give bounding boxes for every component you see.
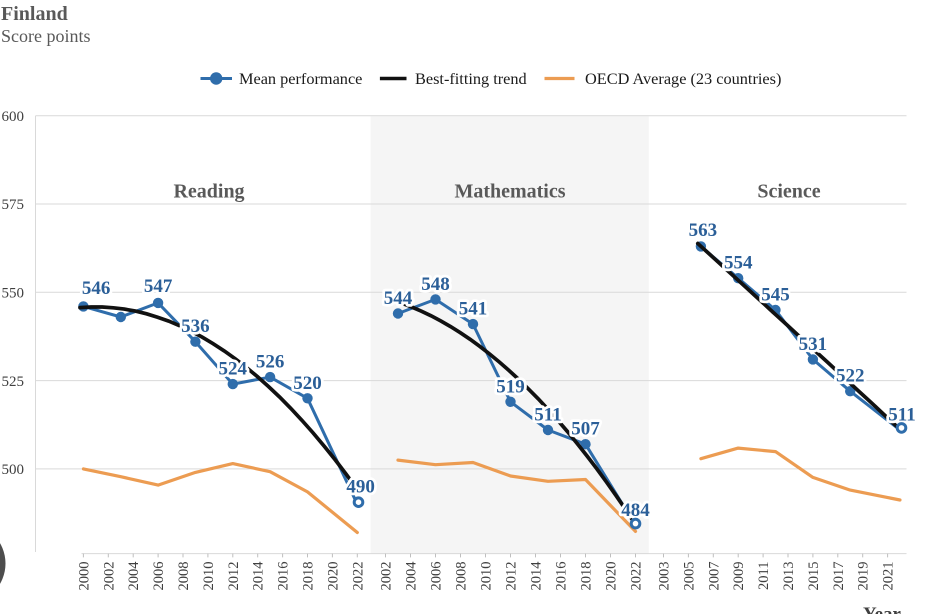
svg-text:2008: 2008 [176,562,192,591]
svg-text:2011: 2011 [756,562,772,590]
svg-text:536: 536 [181,316,210,337]
svg-text:2014: 2014 [251,561,267,591]
svg-text:2015: 2015 [806,562,822,591]
svg-text:600: 600 [2,109,25,125]
svg-text:Science: Science [757,180,820,202]
svg-text:546: 546 [82,278,111,299]
svg-text:2012: 2012 [504,562,520,591]
svg-text:541: 541 [459,299,488,320]
svg-text:522: 522 [836,366,865,387]
svg-text:Mean performance: Mean performance [239,69,362,88]
svg-text:Year: Year [863,604,902,614]
svg-text:531: 531 [799,334,828,355]
svg-text:2006: 2006 [151,562,167,591]
svg-text:2003: 2003 [657,562,673,591]
svg-text:2013: 2013 [781,562,797,591]
svg-text:2007: 2007 [706,562,722,591]
svg-text:2002: 2002 [379,562,395,591]
svg-text:500: 500 [2,462,25,478]
svg-text:550: 550 [2,286,25,302]
svg-text:525: 525 [2,374,25,390]
svg-text:Score points: Score points [1,26,91,46]
svg-text:Reading: Reading [173,180,244,202]
svg-text:575: 575 [2,197,25,213]
svg-text:547: 547 [144,276,173,297]
svg-text:520: 520 [293,373,322,394]
svg-text:524: 524 [219,359,248,380]
svg-text:OECD Average (23 countries): OECD Average (23 countries) [585,69,781,88]
svg-text:2000: 2000 [76,562,92,591]
svg-text:2012: 2012 [226,562,242,591]
svg-text:2021: 2021 [881,562,897,591]
svg-text:2014: 2014 [529,561,545,591]
svg-text:2016: 2016 [276,562,292,591]
svg-text:2009: 2009 [731,562,747,591]
svg-text:Mathematics: Mathematics [454,180,565,202]
svg-text:2017: 2017 [831,562,847,591]
svg-text:2020: 2020 [604,562,620,591]
svg-text:2006: 2006 [429,562,445,591]
svg-text:2004: 2004 [404,561,420,591]
svg-text:548: 548 [421,274,450,295]
svg-text:545: 545 [761,285,790,306]
svg-text:2002: 2002 [101,562,117,591]
svg-text:544: 544 [384,288,413,309]
svg-text:2018: 2018 [301,562,317,591]
svg-text:2019: 2019 [856,562,872,591]
svg-text:563: 563 [689,220,718,241]
svg-text:2022: 2022 [350,562,366,591]
svg-text:Finland: Finland [1,3,68,25]
svg-text:507: 507 [571,419,600,440]
svg-text:2016: 2016 [554,562,570,591]
svg-text:554: 554 [724,253,753,274]
svg-text:Best-fitting trend: Best-fitting trend [415,69,527,88]
svg-text:519: 519 [496,376,525,397]
svg-text:2004: 2004 [126,561,142,591]
svg-text:2020: 2020 [325,562,341,591]
svg-text:2018: 2018 [579,562,595,591]
svg-text:2005: 2005 [681,562,697,591]
svg-text:511: 511 [534,405,561,426]
svg-text:2008: 2008 [454,562,470,591]
svg-text:526: 526 [256,352,285,373]
svg-text:490: 490 [346,477,375,498]
svg-text:2010: 2010 [479,562,495,591]
svg-text:484: 484 [621,500,650,521]
svg-text:2010: 2010 [201,562,217,591]
svg-text:2022: 2022 [629,562,645,591]
